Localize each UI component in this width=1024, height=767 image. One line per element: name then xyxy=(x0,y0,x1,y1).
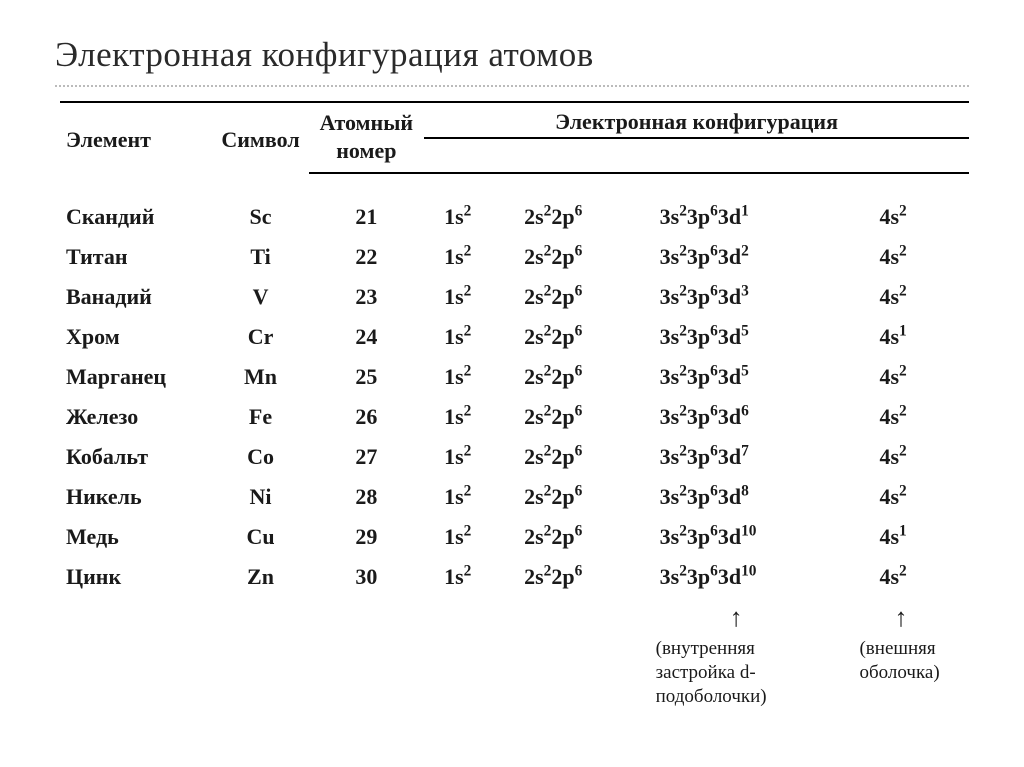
cell-shell-1: 1s2 xyxy=(424,173,520,237)
cell-atomic-number: 30 xyxy=(309,557,424,597)
cell-element: Медь xyxy=(60,517,212,557)
cell-element: Железо xyxy=(60,397,212,437)
cell-symbol: Ni xyxy=(212,477,308,517)
cell-shell-1: 1s2 xyxy=(424,237,520,277)
cell-atomic-number: 26 xyxy=(309,397,424,437)
col-symbol: Символ xyxy=(212,102,308,173)
cell-atomic-number: 28 xyxy=(309,477,424,517)
cell-shell-1: 1s2 xyxy=(424,437,520,477)
cell-shell-4: 4s2 xyxy=(849,397,969,437)
cell-atomic-number: 21 xyxy=(309,173,424,237)
page-title: Электронная конфигурация атомов xyxy=(55,35,969,87)
cell-shell-2: 2s22p6 xyxy=(520,517,656,557)
cell-shell-3: 3s23p63d8 xyxy=(656,477,850,517)
cell-element: Кобальт xyxy=(60,437,212,477)
cell-shell-4: 4s1 xyxy=(849,517,969,557)
cell-shell-4: 4s2 xyxy=(849,237,969,277)
cell-shell-1: 1s2 xyxy=(424,357,520,397)
cell-shell-4: 4s2 xyxy=(849,477,969,517)
cell-element: Титан xyxy=(60,237,212,277)
cell-symbol: V xyxy=(212,277,308,317)
col-atomic-number-l1: Атомный xyxy=(309,102,424,138)
table-row: МедьCu291s22s22p63s23p63d104s1 xyxy=(60,517,969,557)
note-inner: (внутренняязастройка d-подоболочки) xyxy=(656,635,850,715)
table-row: НикельNi281s22s22p63s23p63d84s2 xyxy=(60,477,969,517)
cell-shell-3: 3s23p63d2 xyxy=(656,237,850,277)
cell-shell-2: 2s22p6 xyxy=(520,477,656,517)
cell-symbol: Fe xyxy=(212,397,308,437)
note-row: (внутренняязастройка d-подоболочки)(внеш… xyxy=(60,635,969,715)
cell-atomic-number: 23 xyxy=(309,277,424,317)
cell-symbol: Sc xyxy=(212,173,308,237)
arrow-inner: ↑ xyxy=(656,597,850,635)
cell-shell-1: 1s2 xyxy=(424,397,520,437)
cell-shell-3: 3s23p63d3 xyxy=(656,277,850,317)
cell-shell-1: 1s2 xyxy=(424,277,520,317)
cell-atomic-number: 24 xyxy=(309,317,424,357)
cell-symbol: Mn xyxy=(212,357,308,397)
cell-shell-3: 3s23p63d5 xyxy=(656,317,850,357)
table-row: ЦинкZn301s22s22p63s23p63d104s2 xyxy=(60,557,969,597)
cell-atomic-number: 29 xyxy=(309,517,424,557)
up-arrow-icon: ↑ xyxy=(730,603,743,633)
note-outer: (внешняяоболочка) xyxy=(849,635,969,715)
cell-shell-3: 3s23p63d5 xyxy=(656,357,850,397)
cell-shell-4: 4s2 xyxy=(849,557,969,597)
table-row: ХромCr241s22s22p63s23p63d54s1 xyxy=(60,317,969,357)
up-arrow-icon: ↑ xyxy=(894,603,907,633)
cell-shell-3: 3s23p63d10 xyxy=(656,557,850,597)
cell-shell-4: 4s2 xyxy=(849,437,969,477)
arrow-outer: ↑ xyxy=(849,597,969,635)
cell-shell-1: 1s2 xyxy=(424,477,520,517)
cell-shell-4: 4s2 xyxy=(849,357,969,397)
cell-atomic-number: 27 xyxy=(309,437,424,477)
cell-element: Никель xyxy=(60,477,212,517)
cell-shell-3: 3s23p63d7 xyxy=(656,437,850,477)
cell-symbol: Ti xyxy=(212,237,308,277)
arrow-row: ↑↑ xyxy=(60,597,969,635)
cell-symbol: Zn xyxy=(212,557,308,597)
cell-symbol: Co xyxy=(212,437,308,477)
cell-shell-2: 2s22p6 xyxy=(520,237,656,277)
table-row: ТитанTi221s22s22p63s23p63d24s2 xyxy=(60,237,969,277)
cell-shell-2: 2s22p6 xyxy=(520,437,656,477)
table-row: ЖелезоFe261s22s22p63s23p63d64s2 xyxy=(60,397,969,437)
cell-shell-3: 3s23p63d10 xyxy=(656,517,850,557)
cell-shell-2: 2s22p6 xyxy=(520,173,656,237)
cell-element: Скандий xyxy=(60,173,212,237)
cell-atomic-number: 22 xyxy=(309,237,424,277)
cell-shell-2: 2s22p6 xyxy=(520,277,656,317)
col-econfig: Электронная конфигурация xyxy=(424,102,969,138)
cell-shell-2: 2s22p6 xyxy=(520,317,656,357)
cell-shell-4: 4s2 xyxy=(849,173,969,237)
cell-element: Хром xyxy=(60,317,212,357)
cell-element: Марганец xyxy=(60,357,212,397)
cell-shell-1: 1s2 xyxy=(424,557,520,597)
cell-symbol: Cu xyxy=(212,517,308,557)
econfig-table: Элемент Символ Атомный Электронная конфи… xyxy=(60,101,969,715)
table-body: СкандийSc211s22s22p63s23p63d14s2ТитанTi2… xyxy=(60,173,969,715)
cell-shell-2: 2s22p6 xyxy=(520,357,656,397)
cell-element: Цинк xyxy=(60,557,212,597)
cell-shell-3: 3s23p63d1 xyxy=(656,173,850,237)
col-element: Элемент xyxy=(60,102,212,173)
cell-element: Ванадий xyxy=(60,277,212,317)
table-row: МарганецMn251s22s22p63s23p63d54s2 xyxy=(60,357,969,397)
cell-shell-2: 2s22p6 xyxy=(520,397,656,437)
cell-shell-4: 4s2 xyxy=(849,277,969,317)
cell-shell-3: 3s23p63d6 xyxy=(656,397,850,437)
table-row: КобальтCo271s22s22p63s23p63d74s2 xyxy=(60,437,969,477)
cell-shell-2: 2s22p6 xyxy=(520,557,656,597)
cell-shell-1: 1s2 xyxy=(424,317,520,357)
table-row: СкандийSc211s22s22p63s23p63d14s2 xyxy=(60,173,969,237)
col-atomic-number-l2: номер xyxy=(309,138,424,173)
cell-shell-4: 4s1 xyxy=(849,317,969,357)
table-row: ВанадийV231s22s22p63s23p63d34s2 xyxy=(60,277,969,317)
cell-symbol: Cr xyxy=(212,317,308,357)
econfig-table-wrap: Элемент Символ Атомный Электронная конфи… xyxy=(55,101,969,715)
cell-atomic-number: 25 xyxy=(309,357,424,397)
cell-shell-1: 1s2 xyxy=(424,517,520,557)
